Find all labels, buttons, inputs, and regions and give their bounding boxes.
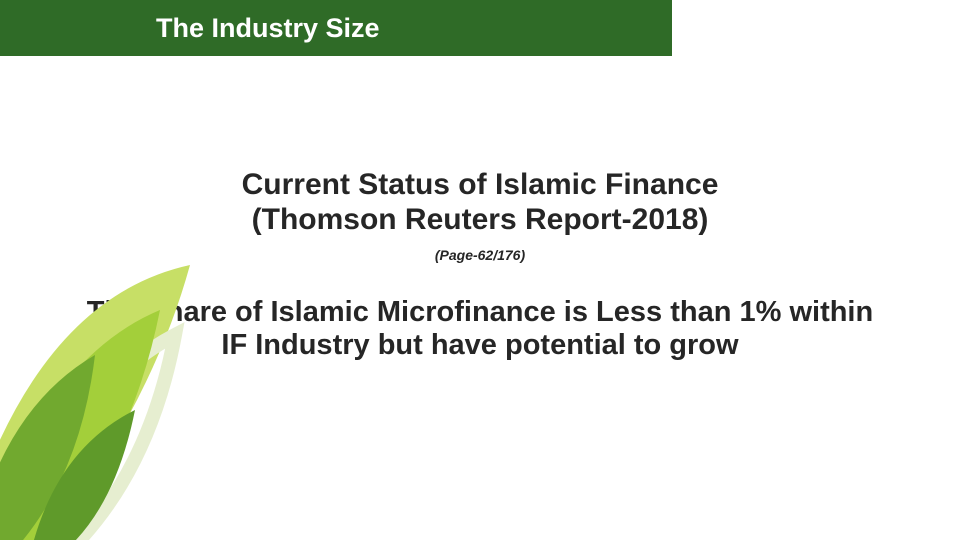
subtitle-line-2: (Thomson Reuters Report-2018) <box>60 203 900 238</box>
leaf-shape <box>0 355 95 540</box>
body-text: The Share of Islamic Microfinance is Les… <box>74 296 886 363</box>
leaf-shape <box>10 335 175 540</box>
body-block: The Share of Islamic Microfinance is Les… <box>74 296 886 363</box>
page-reference: (Page-62/176) <box>60 247 900 263</box>
subtitle-line-1: Current Status of Islamic Finance <box>60 168 900 203</box>
leaf-decoration-icon <box>0 240 340 540</box>
leaf-shape <box>30 410 135 540</box>
title-bar: The Industry Size <box>0 0 672 56</box>
slide: The Industry Size Current Status of Isla… <box>0 0 960 540</box>
subtitle-block: Current Status of Islamic Finance (Thoms… <box>60 168 900 263</box>
slide-title: The Industry Size <box>156 13 380 44</box>
